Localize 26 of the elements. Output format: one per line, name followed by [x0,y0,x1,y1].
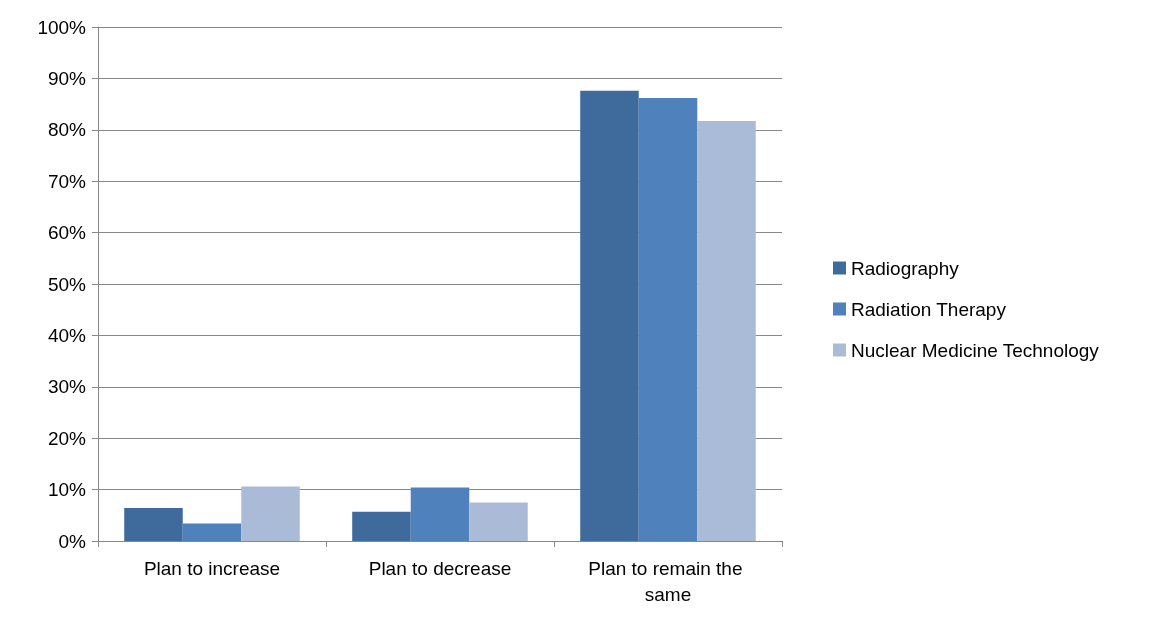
bar [469,502,528,541]
x-tick-label: Plan to decrease [368,557,512,579]
legend-label: Radiation Therapy [851,298,1007,320]
y-tick-label: 90% [47,67,87,89]
y-tick-label: 60% [47,222,87,244]
x-tick-label: Plan to increase [143,557,281,579]
bar [410,487,470,541]
bar [638,97,698,541]
y-tick-label: 30% [47,376,87,398]
x-tick-label: Plan to remain the same [588,557,748,605]
y-tick-label: 100% [37,16,87,38]
legend-label: Radiography [851,257,960,279]
bar [124,508,183,541]
y-tick-label: 40% [47,324,87,346]
bar [697,121,756,541]
y-tick-label: 50% [47,273,87,295]
y-tick-label: 80% [47,119,87,141]
y-tick-label: 70% [47,170,87,192]
y-tick-label: 20% [47,427,87,449]
bar [352,511,411,541]
bar [182,523,242,541]
y-tick-label: 10% [47,479,87,501]
legend-label: Nuclear Medicine Technology [851,339,1100,361]
bar [580,90,639,541]
bar [241,486,300,541]
y-tick-label: 0% [58,530,87,552]
